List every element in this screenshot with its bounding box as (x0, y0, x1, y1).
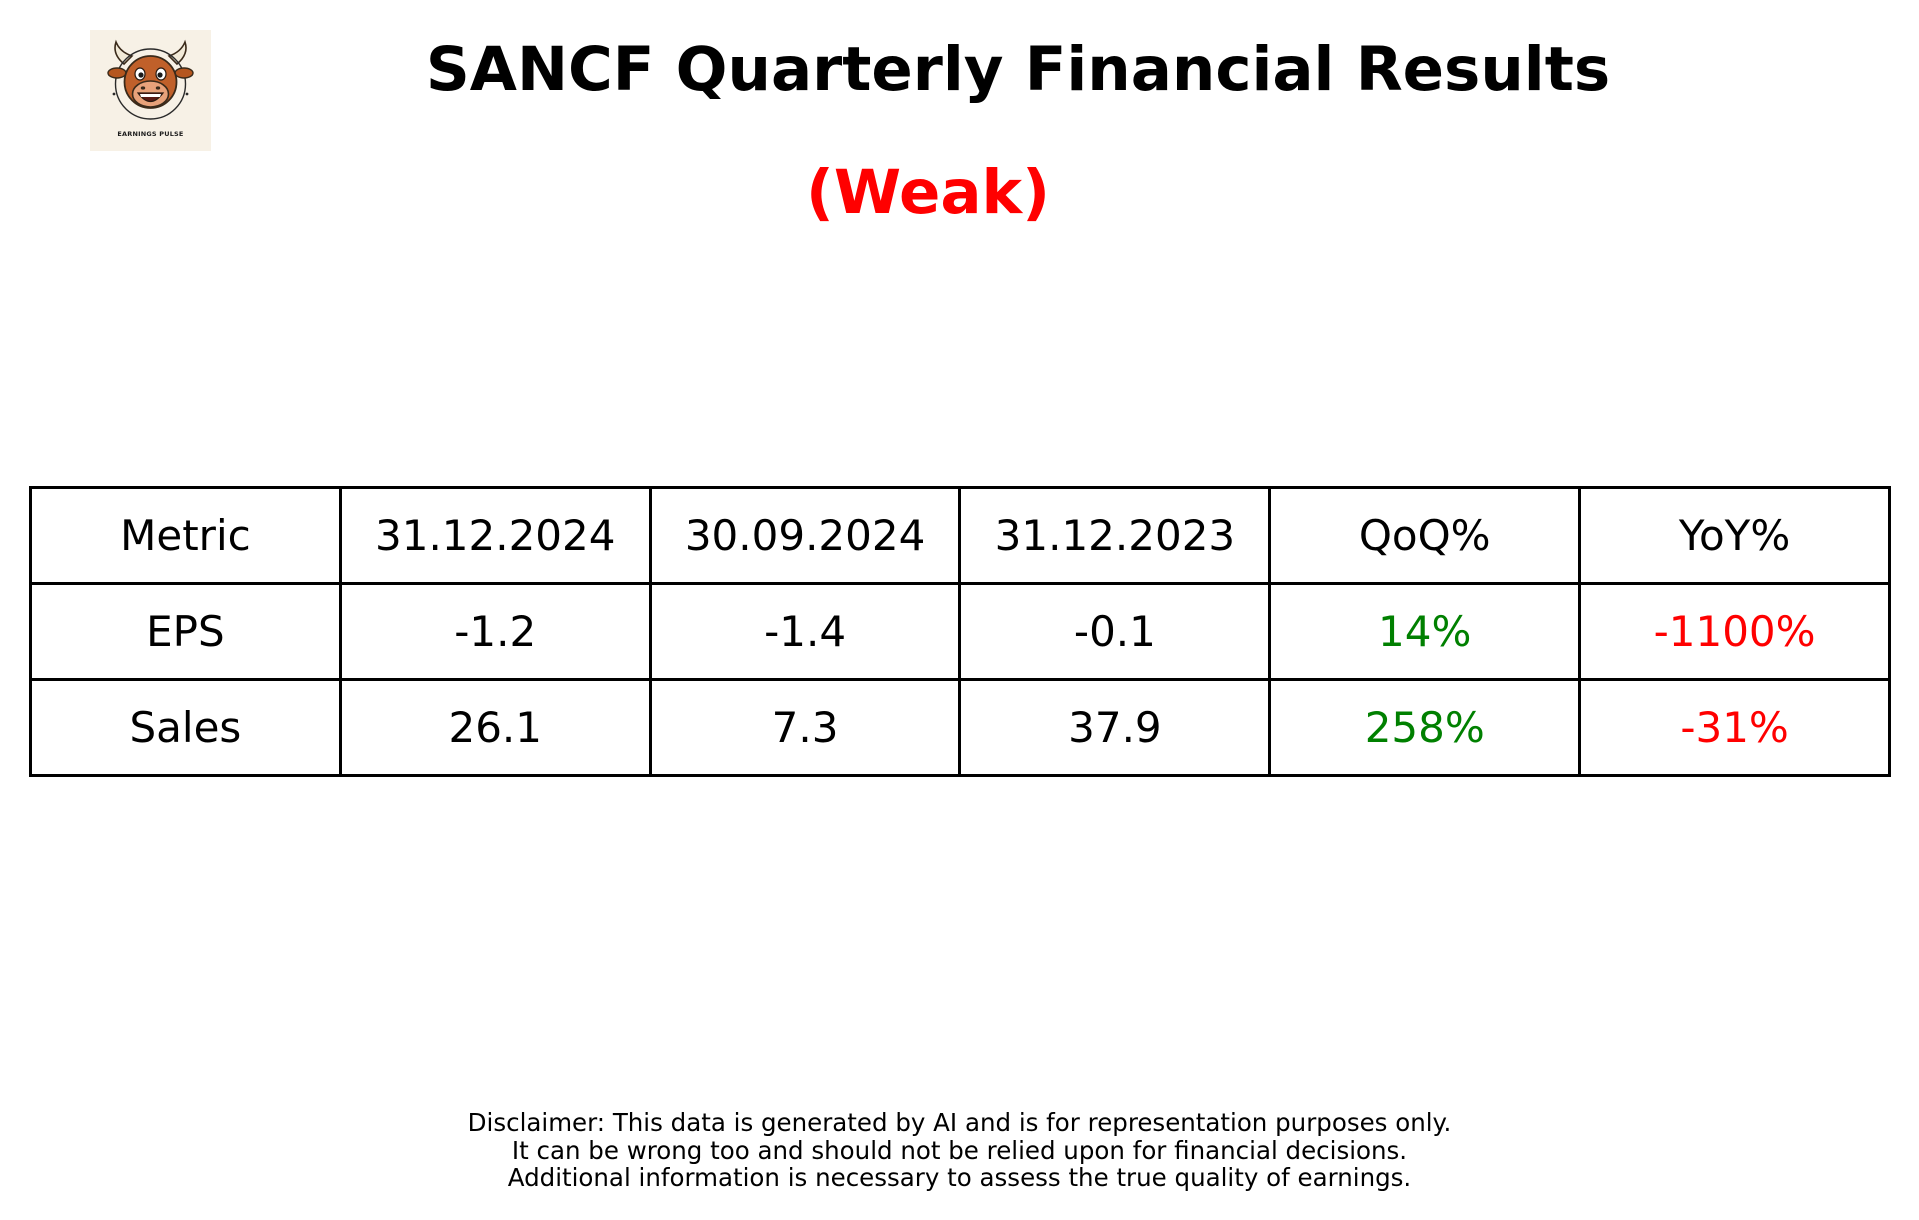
table-cell: 7.3 (648, 678, 962, 777)
table-cell: -1.2 (338, 582, 652, 681)
earnings-pulse-logo: EARNINGS PULSE (90, 30, 211, 151)
table-cell-qoq: 258% (1268, 678, 1582, 777)
header-cell-period-2: 30.09.2024 (648, 486, 962, 585)
table-cell: Sales (29, 678, 342, 777)
table-row-eps: EPS -1.2 -1.4 -0.1 14% -1100% (29, 582, 1891, 681)
table-cell: -0.1 (958, 582, 1272, 681)
table-cell-yoy: -1100% (1578, 582, 1891, 681)
header-cell-period-3: 31.12.2023 (958, 486, 1272, 585)
header-cell-yoy: YoY% (1578, 486, 1891, 585)
table-cell: -1.4 (648, 582, 962, 681)
results-table: Metric 31.12.2024 30.09.2024 31.12.2023 … (29, 486, 1891, 777)
disclaimer-line: It can be wrong too and should not be re… (511, 1135, 1408, 1165)
smiling-bull-icon (107, 39, 194, 120)
table-header-row: Metric 31.12.2024 30.09.2024 31.12.2023 … (29, 486, 1891, 585)
table-cell: EPS (29, 582, 342, 681)
header-cell-metric: Metric (29, 486, 342, 585)
disclaimer-line: Disclaimer: This data is generated by AI… (467, 1108, 1452, 1137)
table-cell: 26.1 (338, 678, 652, 777)
table-cell-qoq: 14% (1268, 582, 1582, 681)
table-row-sales: Sales 26.1 7.3 37.9 258% -31% (29, 678, 1891, 777)
table-cell-yoy: -31% (1578, 678, 1891, 777)
disclaimer-line: Additional information is necessary to a… (507, 1163, 1412, 1192)
rating-label: (Weak) (806, 157, 1050, 228)
page-title: SANCF Quarterly Financial Results (425, 34, 1611, 105)
table-cell: 37.9 (958, 678, 1272, 777)
header-cell-qoq: QoQ% (1268, 486, 1582, 585)
header-cell-period-1: 31.12.2024 (338, 486, 652, 585)
disclaimer: Disclaimer: This data is generated by AI… (0, 1109, 1919, 1192)
logo-text: EARNINGS PULSE (117, 130, 184, 138)
